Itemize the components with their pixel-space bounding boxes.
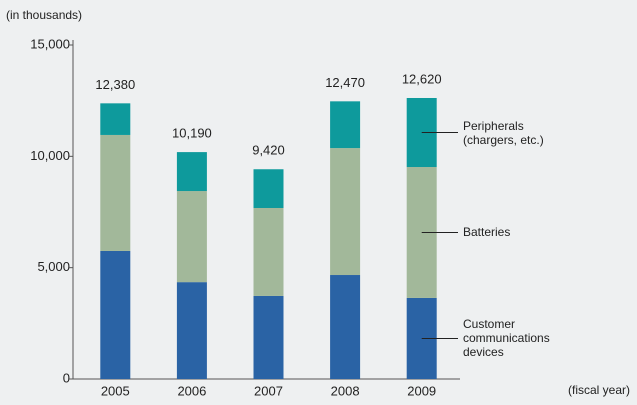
bar-segment — [100, 103, 131, 135]
bar-segment — [100, 134, 131, 251]
bar-segment — [100, 250, 131, 379]
bar-segment — [176, 191, 207, 283]
y-tick-label: 15,000 — [30, 36, 70, 51]
x-tick-label: 2008 — [331, 383, 360, 398]
bar-segment — [176, 152, 207, 192]
bar-segment — [330, 148, 361, 276]
bar-segment — [330, 275, 361, 379]
legend-label: Peripherals (chargers, etc.) — [463, 118, 544, 147]
total-label: 9,420 — [252, 143, 285, 158]
total-label: 12,620 — [402, 71, 442, 86]
y-tick-label: 0 — [63, 370, 70, 385]
x-tick-label: 2009 — [407, 383, 436, 398]
y-axis-label: (in thousands) — [6, 8, 82, 22]
x-tick-label: 2007 — [254, 383, 283, 398]
bar-segment — [253, 169, 284, 208]
x-tick-label: 2005 — [101, 383, 130, 398]
y-tick-label: 5,000 — [37, 259, 70, 274]
total-label: 10,190 — [172, 126, 212, 141]
total-label: 12,380 — [95, 77, 135, 92]
y-tick-label: 10,000 — [30, 148, 70, 163]
x-tick-label: 2006 — [177, 383, 206, 398]
bar-segment — [253, 207, 284, 296]
total-label: 12,470 — [325, 75, 365, 90]
bar-segment — [253, 295, 284, 379]
bar-segment — [330, 101, 361, 149]
legend-label: Customer communications devices — [463, 317, 550, 360]
legend-label: Batteries — [463, 225, 511, 240]
bar-segment — [176, 282, 207, 379]
x-axis-label: (fiscal year) — [568, 383, 630, 397]
